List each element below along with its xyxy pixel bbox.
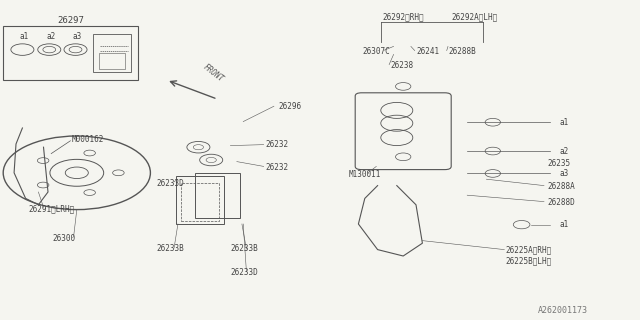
Text: 26300: 26300 [52,234,76,243]
Text: 26307C: 26307C [363,47,390,56]
Text: 26288A: 26288A [547,182,575,191]
Text: M130011: M130011 [349,170,381,179]
Text: 26232: 26232 [266,163,289,172]
Text: a3: a3 [72,32,81,41]
Text: 26296: 26296 [278,102,301,111]
Text: 26297: 26297 [57,16,84,25]
Text: a3: a3 [560,169,569,178]
Bar [181,183,219,221]
Text: 26291〈LRH〉: 26291〈LRH〉 [29,204,75,213]
Bar [195,173,240,218]
Text: a1: a1 [560,220,569,229]
Text: 26225B〈LH〉: 26225B〈LH〉 [506,256,552,265]
Text: 26288B: 26288B [448,47,476,56]
Text: 26233D: 26233D [230,268,258,277]
Text: a1: a1 [19,32,28,41]
Bar [93,34,131,72]
Text: 26238: 26238 [390,61,413,70]
Bar [99,53,125,69]
Text: 26292A〈LH〉: 26292A〈LH〉 [451,12,497,21]
Text: 26292〈RH〉: 26292〈RH〉 [383,12,424,21]
Bar [3,26,138,80]
Text: 26233D: 26233D [157,179,184,188]
Text: a1: a1 [560,118,569,127]
Text: 26233B: 26233B [230,244,258,253]
Text: 26241: 26241 [416,47,439,56]
Text: 26235: 26235 [547,159,570,168]
Text: a2: a2 [560,147,569,156]
Text: 26233B: 26233B [157,244,184,253]
Text: a2: a2 [46,32,55,41]
Bar [176,176,224,224]
Text: 26288D: 26288D [547,198,575,207]
Text: A262001173: A262001173 [538,306,588,315]
Text: 26232: 26232 [266,140,289,149]
Text: M000162: M000162 [72,135,104,144]
Text: FRONT: FRONT [202,62,225,84]
Text: 26225A〈RH〉: 26225A〈RH〉 [506,246,552,255]
